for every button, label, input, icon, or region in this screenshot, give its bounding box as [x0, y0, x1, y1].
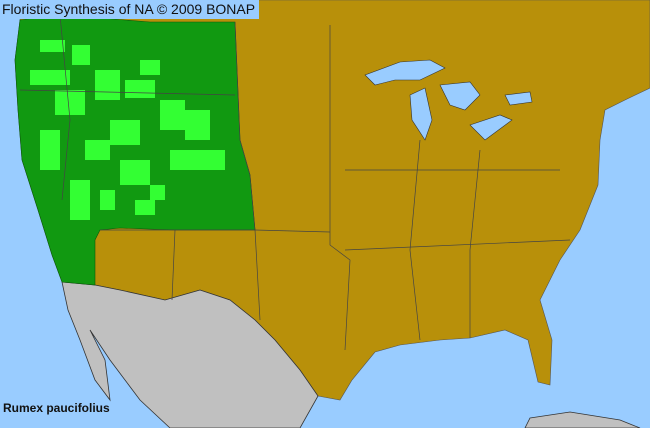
mexico-land: [61, 281, 319, 428]
range-counties: [30, 40, 225, 220]
species-label: Rumex paucifolius: [3, 401, 110, 415]
map-title: Floristic Synthesis of NA © 2009 BONAP: [0, 0, 260, 19]
great-lakes: [364, 59, 533, 141]
state-borders: [19, 14, 571, 351]
cuba-land: [524, 411, 641, 428]
